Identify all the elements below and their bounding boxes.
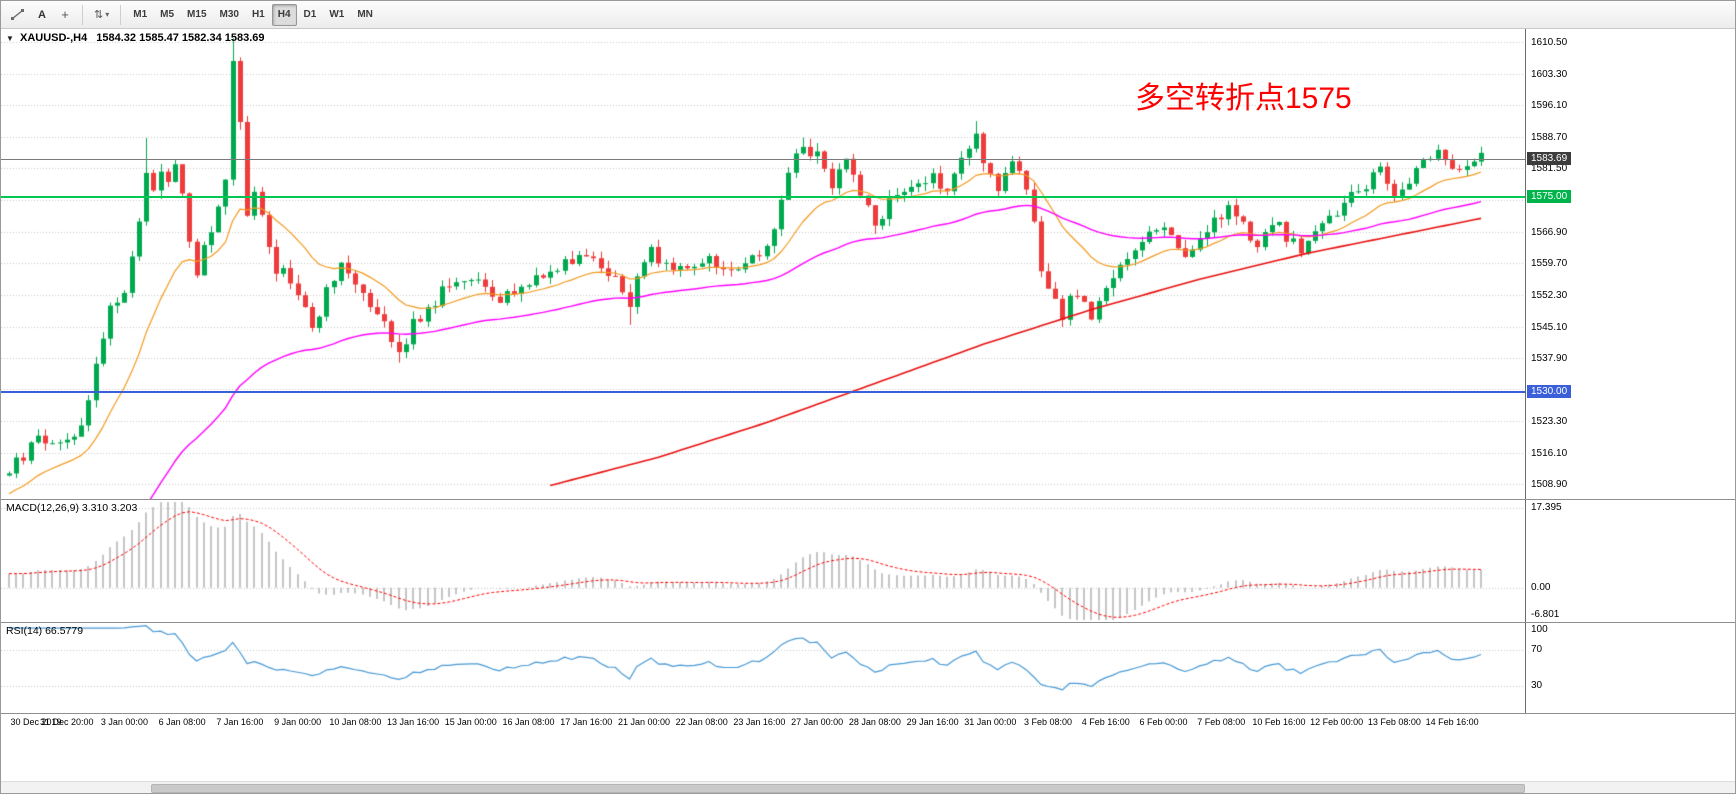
- time-axis-label: 10 Feb 16:00: [1252, 717, 1306, 727]
- horizontal-line-1530[interactable]: [1, 391, 1525, 393]
- price-tick-label: 1566.90: [1531, 226, 1568, 238]
- timeframe-m15-button[interactable]: M15: [181, 4, 212, 26]
- toolbar: A + ⇅ ▾ M1 M5 M15 M30 H1 H4 D1 W1 MN: [1, 1, 1735, 29]
- rsi-axis-30: 30: [1531, 680, 1543, 691]
- time-axis-label: 16 Jan 08:00: [502, 717, 555, 727]
- time-axis-label: 3 Jan 00:00: [100, 717, 148, 727]
- macd-pane: MACD(12,26,9) 3.310 3.203 17.395 0.00 -6…: [1, 500, 1735, 623]
- time-axis-label: 29 Jan 16:00: [906, 717, 959, 727]
- cycle-arrows-icon: ⇅: [94, 9, 104, 21]
- current-price-tag: 1583.69: [1527, 152, 1572, 165]
- time-axis-label: 28 Jan 08:00: [848, 717, 901, 727]
- text-label-tool-button[interactable]: A: [31, 4, 53, 26]
- price-tick-label: 1603.30: [1531, 68, 1568, 80]
- timeframe-d1-button[interactable]: D1: [298, 4, 323, 26]
- time-axis-label: 14 Feb 16:00: [1425, 717, 1479, 727]
- time-axis-label: 6 Jan 08:00: [158, 717, 206, 727]
- time-axis-label: 13 Jan 16:00: [387, 717, 440, 727]
- time-axis-label: 9 Jan 00:00: [274, 717, 322, 727]
- rsi-axis-100: 100: [1531, 624, 1548, 635]
- scrollbar-thumb[interactable]: [151, 784, 1525, 793]
- price-axis[interactable]: 1610.501603.301596.101588.701581.501574.…: [1526, 29, 1735, 499]
- timeframe-w1-button[interactable]: W1: [323, 4, 350, 26]
- horizontal-line-1575[interactable]: [1, 196, 1525, 198]
- price-tick-label: 1588.70: [1531, 132, 1568, 144]
- chart-dropdown-icon[interactable]: ▼: [6, 34, 14, 43]
- time-axis-label: 23 Jan 16:00: [733, 717, 786, 727]
- timeframe-mn-button[interactable]: MN: [351, 4, 379, 26]
- time-axis-label: 7 Feb 08:00: [1197, 717, 1246, 727]
- price-tag-1530: 1530.00: [1527, 385, 1572, 398]
- time-axis-label: 31 Dec 20:00: [39, 717, 94, 727]
- toolbar-separator: [120, 4, 122, 25]
- rsi-indicator-label: RSI(14) 66.5779: [6, 625, 84, 637]
- rsi-axis-70: 70: [1531, 644, 1543, 655]
- time-axis-label: 10 Jan 08:00: [329, 717, 382, 727]
- ohlc-values: 1584.32 1585.47 1582.34 1583.69: [96, 32, 265, 44]
- price-tick-label: 1581.50: [1531, 163, 1568, 175]
- time-axis-label: 22 Jan 08:00: [675, 717, 728, 727]
- annotation-text[interactable]: 多空转折点1575: [1135, 82, 1352, 115]
- timeframe-m1-button[interactable]: M1: [127, 4, 153, 26]
- rsi-canvas[interactable]: [1, 623, 1526, 713]
- time-axis-label: 17 Jan 16:00: [560, 717, 613, 727]
- price-tick-label: 1537.90: [1531, 352, 1568, 364]
- time-axis-label: 7 Jan 16:00: [216, 717, 264, 727]
- timeframe-m30-button[interactable]: M30: [214, 4, 245, 26]
- chart-title: ▼ XAUUSD-,H4 1584.32 1585.47 1582.34 158…: [6, 32, 265, 44]
- price-tick-label: 1552.30: [1531, 290, 1568, 302]
- cycle-tool-dropdown-button[interactable]: ⇅ ▾: [89, 4, 114, 26]
- time-axis-label: 21 Jan 00:00: [617, 717, 670, 727]
- trendline-icon: [11, 9, 24, 20]
- text-label-icon: A: [38, 8, 46, 21]
- current-price-line[interactable]: [1, 159, 1525, 160]
- time-axis[interactable]: 30 Dec 2019 31 Dec 20:00 3 Jan 00:00 6 Jan …: [1, 714, 1735, 734]
- horizontal-scrollbar[interactable]: [1, 781, 1735, 793]
- timeframe-m5-button[interactable]: M5: [154, 4, 180, 26]
- time-axis-label: 15 Jan 00:00: [444, 717, 497, 727]
- crosshair-icon: +: [61, 7, 69, 22]
- macd-axis-max: 17.395: [1531, 502, 1562, 513]
- chevron-down-icon: ▾: [105, 10, 110, 19]
- price-tick-label: 1523.30: [1531, 416, 1568, 428]
- time-axis-label: 31 Jan 00:00: [964, 717, 1017, 727]
- time-axis-label: 4 Feb 16:00: [1081, 717, 1130, 727]
- macd-indicator-label: MACD(12,26,9) 3.310 3.203: [6, 502, 138, 514]
- price-tick-label: 1559.70: [1531, 258, 1568, 270]
- rsi-pane: RSI(14) 66.5779 100 70 30: [1, 623, 1735, 714]
- trendline-tool-button[interactable]: [5, 4, 30, 26]
- timeframe-h1-button[interactable]: H1: [246, 4, 271, 26]
- price-chart-canvas[interactable]: [1, 29, 1526, 499]
- price-tick-label: 1545.10: [1531, 321, 1568, 333]
- time-axis-label: 30 Dec 2019: [10, 717, 62, 727]
- timeframe-h4-button[interactable]: H4: [271, 3, 297, 26]
- price-tick-label: 1516.10: [1531, 447, 1568, 459]
- toolbar-separator: [82, 4, 83, 25]
- price-tick-label: 1508.90: [1531, 478, 1568, 490]
- macd-axis-zero: 0.00: [1531, 581, 1551, 593]
- main-chart-pane: ▼ XAUUSD-,H4 1584.32 1585.47 1582.34 158…: [1, 29, 1735, 500]
- time-axis-label: 13 Feb 08:00: [1367, 717, 1421, 727]
- bottom-margin: [1, 734, 1735, 781]
- price-tick-label: 1610.50: [1531, 37, 1568, 49]
- time-axis-label: 3 Feb 08:00: [1024, 717, 1073, 727]
- time-axis-label: 12 Feb 00:00: [1310, 717, 1364, 727]
- time-axis-label: 6 Feb 00:00: [1139, 717, 1188, 727]
- crosshair-tool-button[interactable]: +: [54, 4, 76, 26]
- macd-canvas[interactable]: [1, 500, 1526, 622]
- time-axis-label: 27 Jan 00:00: [791, 717, 844, 727]
- price-tag-1575: 1575.00: [1527, 190, 1572, 203]
- symbol-period-label: XAUUSD-,H4: [19, 32, 88, 44]
- macd-axis-min: -6.801: [1531, 609, 1560, 620]
- price-tick-label: 1596.10: [1531, 100, 1568, 112]
